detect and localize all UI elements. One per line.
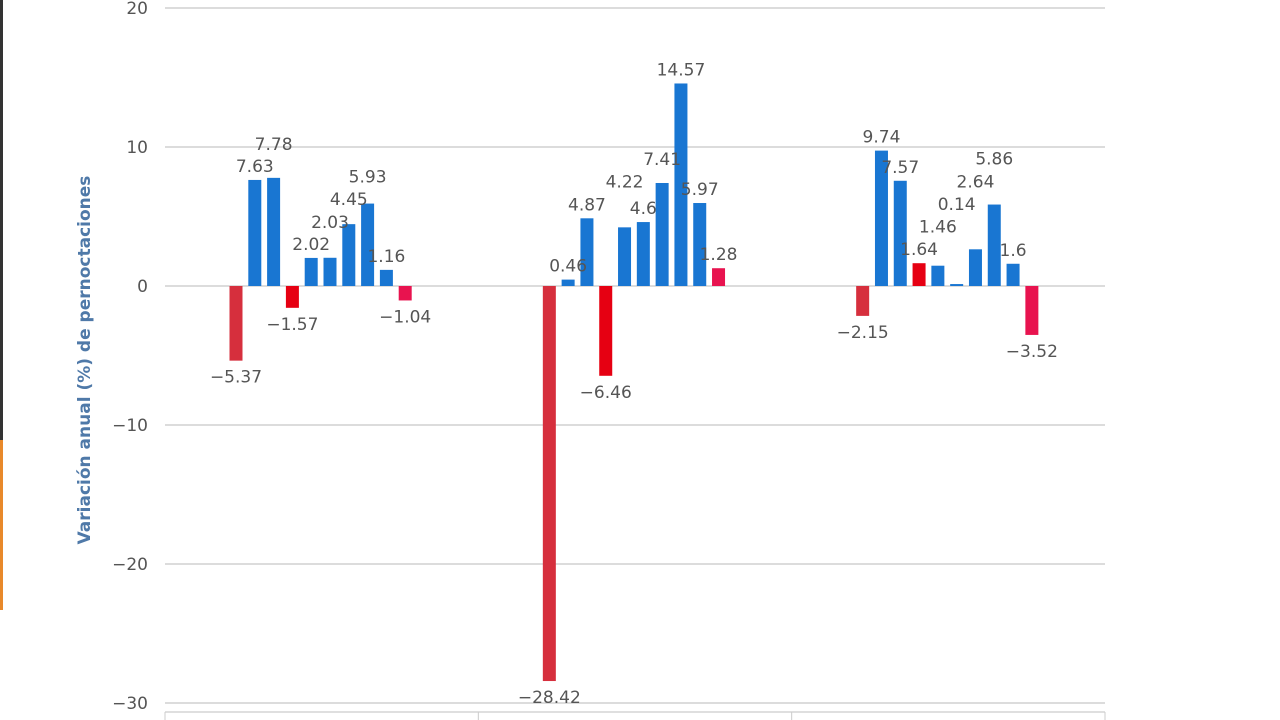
y-tick-label: −30: [112, 694, 148, 714]
y-tick-label: −20: [112, 555, 148, 575]
data-label: 7.78: [255, 135, 293, 155]
data-label: 0.14: [938, 195, 976, 215]
bar: [655, 183, 669, 286]
y-tick-label: 20: [126, 0, 148, 19]
y-axis-ticks: 20 10 0 −10 −20 −30: [112, 0, 148, 714]
data-label: −6.46: [580, 383, 632, 403]
bar: [304, 257, 318, 286]
data-label: 9.74: [863, 128, 901, 148]
gridlines: [165, 7, 1105, 704]
bar: [712, 268, 726, 286]
data-label: 7.57: [881, 158, 919, 178]
data-label: 5.86: [975, 150, 1013, 170]
data-label: −5.37: [210, 368, 262, 388]
data-label: −3.52: [1006, 342, 1058, 362]
data-label: −2.15: [837, 323, 889, 343]
bar: [950, 284, 964, 286]
data-label: 2.03: [311, 213, 349, 233]
bar: [912, 263, 926, 286]
data-label: 4.45: [330, 190, 368, 210]
bar: [342, 224, 356, 286]
data-labels: −5.37 −28.42 −2.15 7.63 0.46 9.74 7.78 4.87 7.57…: [210, 60, 1058, 708]
y-axis-title: Variación anual (%) de pernoctaciones: [75, 176, 95, 545]
bar: [229, 286, 243, 361]
bar: [987, 204, 1001, 286]
bar: [636, 222, 650, 286]
bar: [267, 177, 281, 286]
bar: [561, 279, 575, 286]
bar: [931, 265, 945, 286]
data-label: 1.64: [900, 240, 938, 260]
data-label: 4.87: [568, 195, 606, 215]
x-axis: [164, 711, 1106, 720]
bar: [1006, 263, 1020, 286]
bar: [285, 286, 299, 308]
bar: [361, 203, 375, 286]
data-label: −1.04: [379, 307, 431, 327]
data-label: 5.93: [349, 168, 387, 188]
data-label: 14.57: [657, 60, 706, 80]
data-label: 1.28: [700, 245, 738, 265]
bar: [323, 257, 337, 286]
data-label: 2.64: [957, 172, 995, 192]
bar: [893, 180, 907, 286]
bar: [618, 227, 632, 286]
data-label: −28.42: [518, 688, 581, 708]
bars: [229, 83, 1039, 682]
y-tick-label: 0: [137, 277, 148, 297]
bar: [874, 150, 888, 286]
data-label: −1.57: [266, 315, 318, 335]
bar: [248, 179, 262, 286]
data-label: 4.22: [606, 172, 644, 192]
bar: [856, 286, 870, 316]
bar: [1025, 286, 1039, 335]
data-label: 1.16: [367, 247, 405, 267]
data-label: 2.02: [292, 235, 330, 255]
data-label: 1.46: [919, 218, 957, 238]
y-tick-label: 10: [126, 138, 148, 158]
bar: [379, 269, 393, 286]
window-edge-dark: [0, 0, 3, 440]
bar: [398, 286, 412, 301]
bar: [693, 203, 707, 286]
data-label: 5.97: [681, 180, 719, 200]
y-tick-label: −10: [112, 416, 148, 436]
data-label: 7.63: [236, 157, 274, 177]
data-label: 1.6: [1000, 241, 1027, 261]
data-label: 7.41: [643, 150, 681, 170]
bar: [580, 218, 594, 286]
bar: [599, 286, 613, 376]
bar: [674, 83, 688, 287]
window-edge-accent: [0, 440, 3, 610]
data-label: 0.46: [549, 257, 587, 277]
data-label: 4.6: [630, 199, 657, 219]
bar: [542, 286, 556, 682]
bar: [968, 249, 982, 286]
